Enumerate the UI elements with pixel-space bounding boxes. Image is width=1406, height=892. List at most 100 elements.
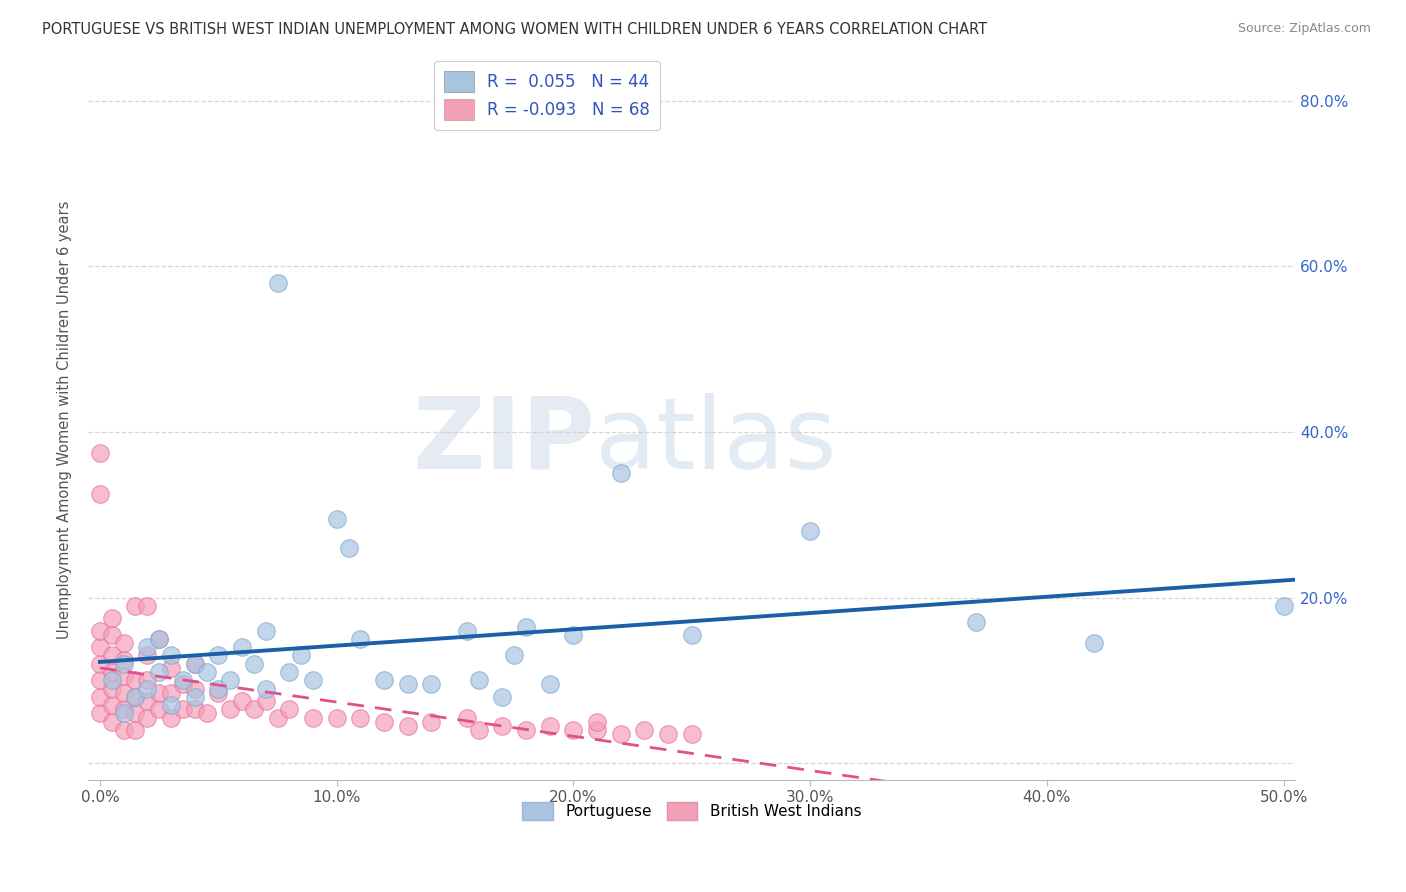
Point [325, 512, 347, 526]
Point [101, 714, 124, 729]
Point [183, 657, 205, 671]
Point [89, 446, 111, 460]
Point [456, 624, 478, 638]
Point [302, 673, 325, 688]
Point [101, 665, 124, 679]
Point [254, 624, 277, 638]
Point [420, 714, 443, 729]
Point [681, 727, 703, 741]
Point [396, 719, 419, 733]
Point [681, 628, 703, 642]
Point [172, 702, 194, 716]
Point [124, 706, 146, 721]
Point [266, 710, 288, 724]
Point [136, 710, 159, 724]
Point [112, 723, 135, 737]
Point [515, 723, 537, 737]
Point [1083, 636, 1105, 650]
Point [112, 702, 135, 716]
Point [160, 710, 183, 724]
Y-axis label: Unemployment Among Women with Children Under 6 years: Unemployment Among Women with Children U… [58, 201, 72, 639]
Text: atlas: atlas [595, 392, 837, 490]
Point [136, 694, 159, 708]
Point [243, 702, 266, 716]
Point [586, 723, 609, 737]
Point [207, 681, 229, 696]
Point [136, 681, 159, 696]
Legend: Portuguese, British West Indians: Portuguese, British West Indians [516, 796, 868, 826]
Point [254, 681, 277, 696]
Point [183, 681, 205, 696]
Point [89, 487, 111, 501]
Point [124, 599, 146, 613]
Text: Source: ZipAtlas.com: Source: ZipAtlas.com [1237, 22, 1371, 36]
Point [219, 702, 242, 716]
Point [195, 706, 218, 721]
Point [124, 723, 146, 737]
Point [160, 661, 183, 675]
Point [657, 727, 679, 741]
Point [468, 723, 491, 737]
Point [124, 690, 146, 704]
Point [965, 615, 987, 630]
Point [183, 702, 205, 716]
Point [231, 694, 253, 708]
Point [610, 467, 633, 481]
Point [538, 719, 561, 733]
Point [231, 640, 253, 655]
Point [148, 702, 170, 716]
Point [112, 686, 135, 700]
Point [112, 657, 135, 671]
Point [396, 677, 419, 691]
Point [89, 690, 111, 704]
Point [89, 624, 111, 638]
Point [89, 640, 111, 655]
Point [148, 632, 170, 646]
Point [562, 628, 585, 642]
Point [112, 652, 135, 666]
Point [633, 723, 655, 737]
Point [1272, 599, 1295, 613]
Point [136, 640, 159, 655]
Text: PORTUGUESE VS BRITISH WEST INDIAN UNEMPLOYMENT AMONG WOMEN WITH CHILDREN UNDER 6: PORTUGUESE VS BRITISH WEST INDIAN UNEMPL… [42, 22, 987, 37]
Point [562, 723, 585, 737]
Point [278, 665, 301, 679]
Point [101, 628, 124, 642]
Point [538, 677, 561, 691]
Text: ZIP: ZIP [412, 392, 595, 490]
Point [148, 686, 170, 700]
Point [136, 673, 159, 688]
Point [112, 636, 135, 650]
Point [101, 673, 124, 688]
Point [112, 669, 135, 683]
Point [373, 714, 395, 729]
Point [160, 686, 183, 700]
Point [325, 710, 347, 724]
Point [219, 673, 242, 688]
Point [148, 665, 170, 679]
Point [243, 657, 266, 671]
Point [112, 706, 135, 721]
Point [148, 632, 170, 646]
Point [278, 702, 301, 716]
Point [290, 648, 312, 663]
Point [195, 665, 218, 679]
Point [172, 677, 194, 691]
Point [101, 648, 124, 663]
Point [172, 673, 194, 688]
Point [302, 710, 325, 724]
Point [101, 611, 124, 625]
Point [586, 714, 609, 729]
Point [136, 648, 159, 663]
Point [207, 686, 229, 700]
Point [207, 648, 229, 663]
Point [799, 524, 821, 539]
Point [349, 710, 371, 724]
Point [101, 698, 124, 712]
Point [136, 599, 159, 613]
Point [124, 690, 146, 704]
Point [610, 727, 633, 741]
Point [337, 541, 360, 555]
Point [468, 673, 491, 688]
Point [89, 706, 111, 721]
